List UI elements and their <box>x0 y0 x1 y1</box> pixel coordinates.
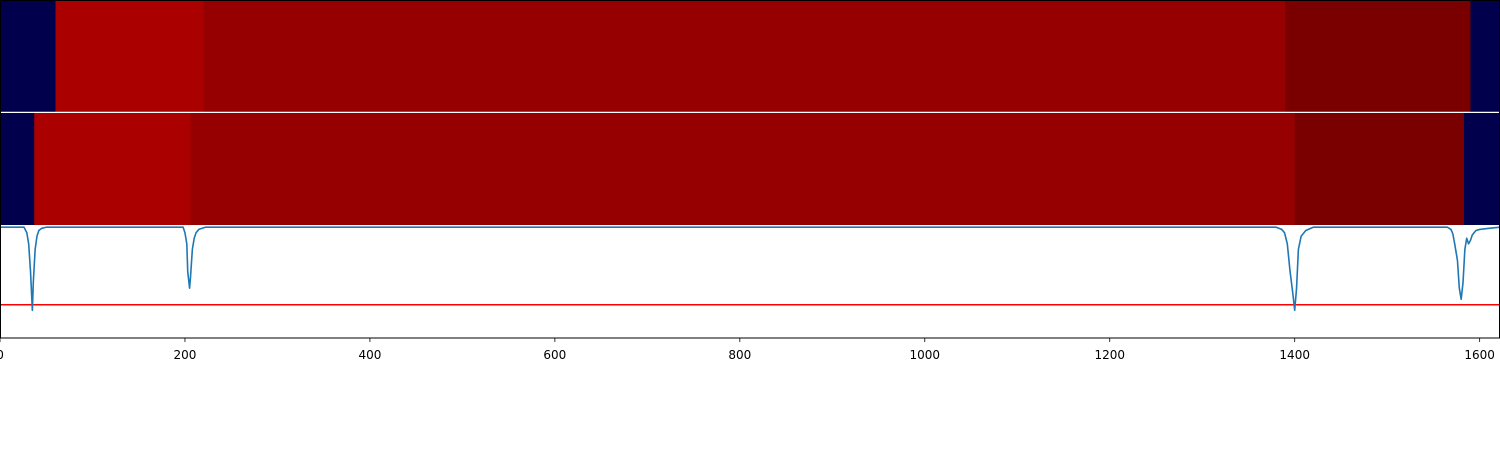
row-1-segment-5 <box>1470 0 1500 112</box>
x-tick-label-800: 800 <box>728 348 751 362</box>
signal-line <box>0 226 1500 312</box>
heatmap-row-2 <box>0 113 1500 225</box>
line-plot-area <box>0 225 1500 338</box>
x-tick-label-1000: 1000 <box>910 348 941 362</box>
x-tick-label-200: 200 <box>174 348 197 362</box>
heatmap-row-1 <box>0 0 1500 112</box>
row-1-segment-4 <box>1285 0 1471 112</box>
x-tick-label-1600: 1600 <box>1464 348 1495 362</box>
row-2-segment-2 <box>34 113 192 225</box>
x-tick-label-1400: 1400 <box>1279 348 1310 362</box>
row-2-segment-3 <box>190 113 1296 225</box>
row-2-segment-5 <box>1463 113 1500 225</box>
x-tick-label-400: 400 <box>358 348 381 362</box>
row-1-segment-2 <box>55 0 204 112</box>
x-tick-label-600: 600 <box>543 348 566 362</box>
row-2-segment-1 <box>0 113 35 225</box>
x-axis: 0 200 400 600 800 1000 1200 1400 1600 <box>0 338 1495 362</box>
row-2-segment-4 <box>1294 113 1465 225</box>
row-1-segment-3 <box>203 0 1286 112</box>
x-tick-label-1200: 1200 <box>1094 348 1125 362</box>
row-1-segment-1 <box>0 0 56 112</box>
x-tick-label-0: 0 <box>0 348 4 362</box>
